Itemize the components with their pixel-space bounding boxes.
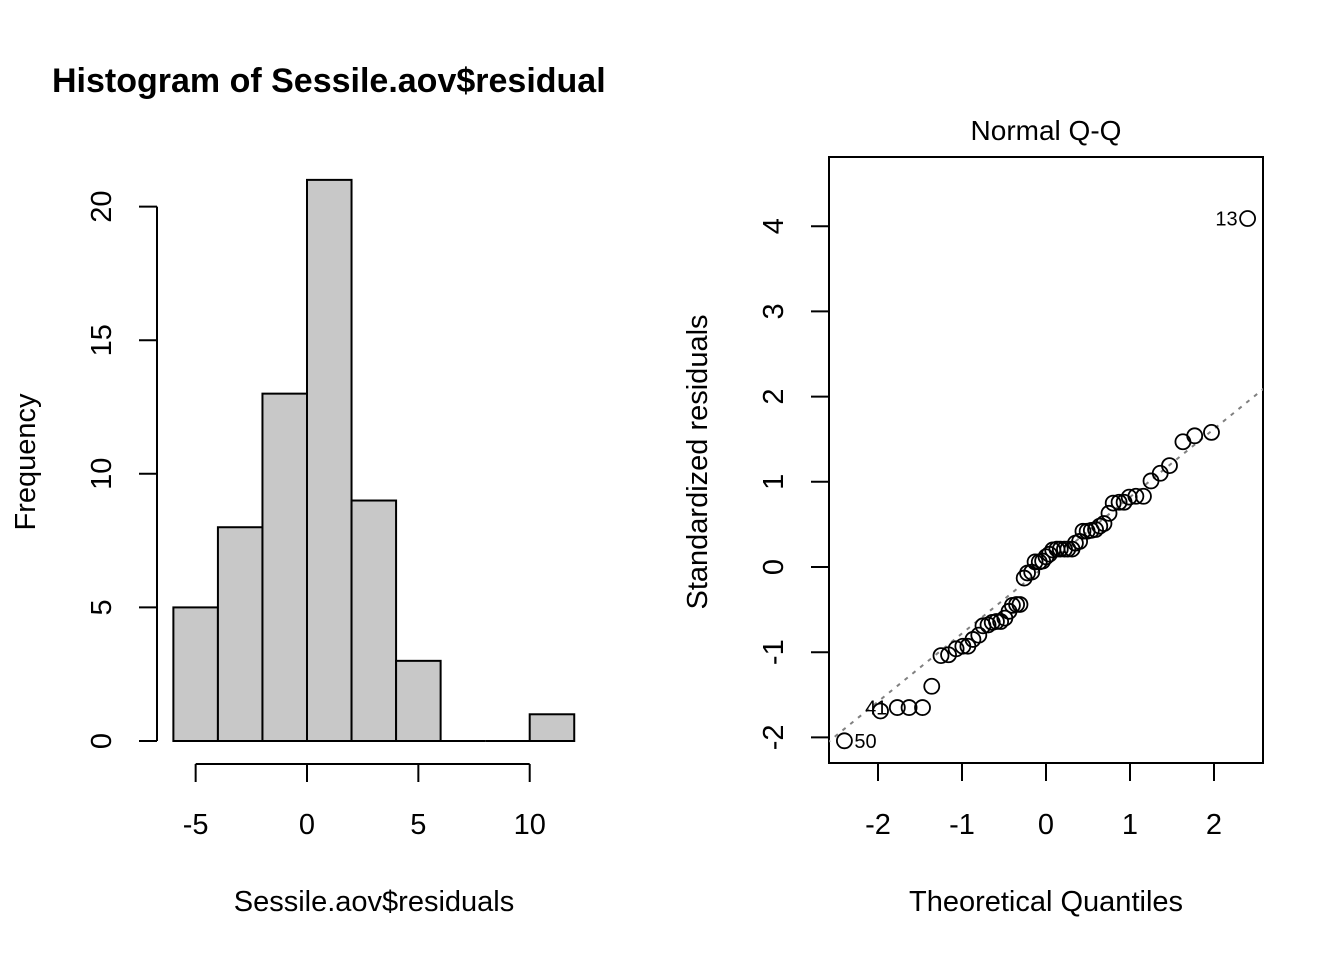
histogram-bar (528, 713, 576, 743)
qq-x-tick-label: -1 (949, 809, 975, 841)
qq-point (1127, 487, 1145, 505)
qq-point (1110, 493, 1128, 511)
qq-y-tick-label: 2 (758, 389, 790, 405)
qq-y-tick-label: -1 (758, 639, 790, 665)
qq-y-tick-label: 4 (758, 218, 790, 234)
qq-x-tick-label: 1 (1122, 809, 1138, 841)
qq-plot-frame (828, 156, 1264, 764)
qq-point (914, 699, 931, 716)
qq-point (1135, 487, 1152, 505)
histogram-title: Histogram of Sessile.aov$residual (52, 62, 606, 100)
qq-point (1161, 457, 1178, 475)
qq-point (1087, 521, 1104, 538)
qq-point (992, 613, 1010, 630)
qq-point (1091, 517, 1109, 535)
qq-point-label: 13 (1215, 209, 1237, 231)
qq-point (932, 647, 950, 665)
qq-point (1104, 494, 1122, 512)
qq-point (988, 613, 1005, 630)
histogram-x-tick-label: 0 (299, 809, 315, 841)
histogram-bar (172, 606, 219, 743)
histogram-y-tick-label: 10 (86, 458, 118, 490)
qq-x-tick-label: 2 (1206, 809, 1222, 841)
qq-y-tick-label: -2 (758, 725, 790, 751)
qq-point (1051, 540, 1069, 558)
histogram-x-tick-label: 10 (514, 809, 546, 841)
histogram-y-tick-label: 5 (86, 599, 118, 615)
qq-point (1239, 210, 1256, 227)
qq-y-axis: -2 -1 0 1 2 3 4 (758, 218, 829, 750)
qq-point-label: 41 (865, 698, 887, 720)
qq-point (1095, 515, 1113, 532)
qq-point (872, 702, 889, 720)
histogram-x-tick-label: 5 (410, 809, 426, 841)
qq-point (1011, 596, 1029, 613)
qq-point (979, 616, 997, 634)
qq-x-tick-label: 0 (1038, 809, 1054, 841)
qq-point (1186, 427, 1204, 445)
qq-point (888, 699, 906, 716)
qq-point (1174, 433, 1192, 451)
qq-point (1151, 464, 1169, 482)
histogram-x-tick-label: -5 (183, 809, 209, 841)
qq-y-tick-label: 0 (758, 559, 790, 575)
qq-y-tick-label: 3 (758, 303, 790, 319)
qq-plot-title: Normal Q-Q (971, 115, 1122, 146)
histogram-bar (216, 526, 264, 742)
qq-x-axis-label: Theoretical Quantiles (909, 886, 1183, 918)
histogram-y-axis: 0 5 10 15 20 (86, 190, 158, 749)
qq-point (923, 677, 941, 695)
qq-point-labels: 50 41 13 (854, 209, 1237, 753)
qq-plot-panel: Normal Q-Q 50 41 13 -2 -1 0 1 2 3 4 -2 -1 0 1 2 Theo… (682, 115, 1264, 918)
qq-point (970, 626, 988, 644)
histogram-bar (306, 178, 353, 742)
qq-point (1142, 472, 1160, 490)
qq-point (836, 732, 853, 750)
qq-y-tick-label: 1 (758, 474, 790, 490)
histogram-bar (395, 659, 442, 743)
qq-point (1100, 504, 1118, 522)
histogram-bar (261, 392, 308, 742)
qq-point (1203, 423, 1220, 441)
qq-point (1026, 553, 1044, 571)
qq-point (900, 699, 918, 716)
qq-y-axis-label: Standardized residuals (682, 314, 714, 609)
qq-x-axis: -2 -1 0 1 2 (865, 763, 1222, 841)
histogram-bar (350, 499, 398, 742)
histogram-y-tick-label: 0 (86, 733, 118, 749)
histogram-panel: Histogram of Sessile.aov$residual 0 5 10 15… (10, 62, 606, 918)
qq-point (1074, 522, 1092, 540)
qq-points (836, 210, 1256, 750)
qq-point-label: 50 (854, 731, 876, 753)
histogram-y-tick-label: 15 (86, 324, 118, 356)
histogram-x-axis-label: Sessile.aov$residuals (234, 886, 514, 918)
histogram-bars (172, 178, 576, 743)
histogram-y-axis-label: Frequency (10, 393, 42, 531)
histogram-x-axis: -5 0 5 10 (183, 763, 546, 841)
histogram-y-tick-label: 20 (86, 190, 118, 222)
qq-x-tick-label: -2 (865, 809, 891, 841)
